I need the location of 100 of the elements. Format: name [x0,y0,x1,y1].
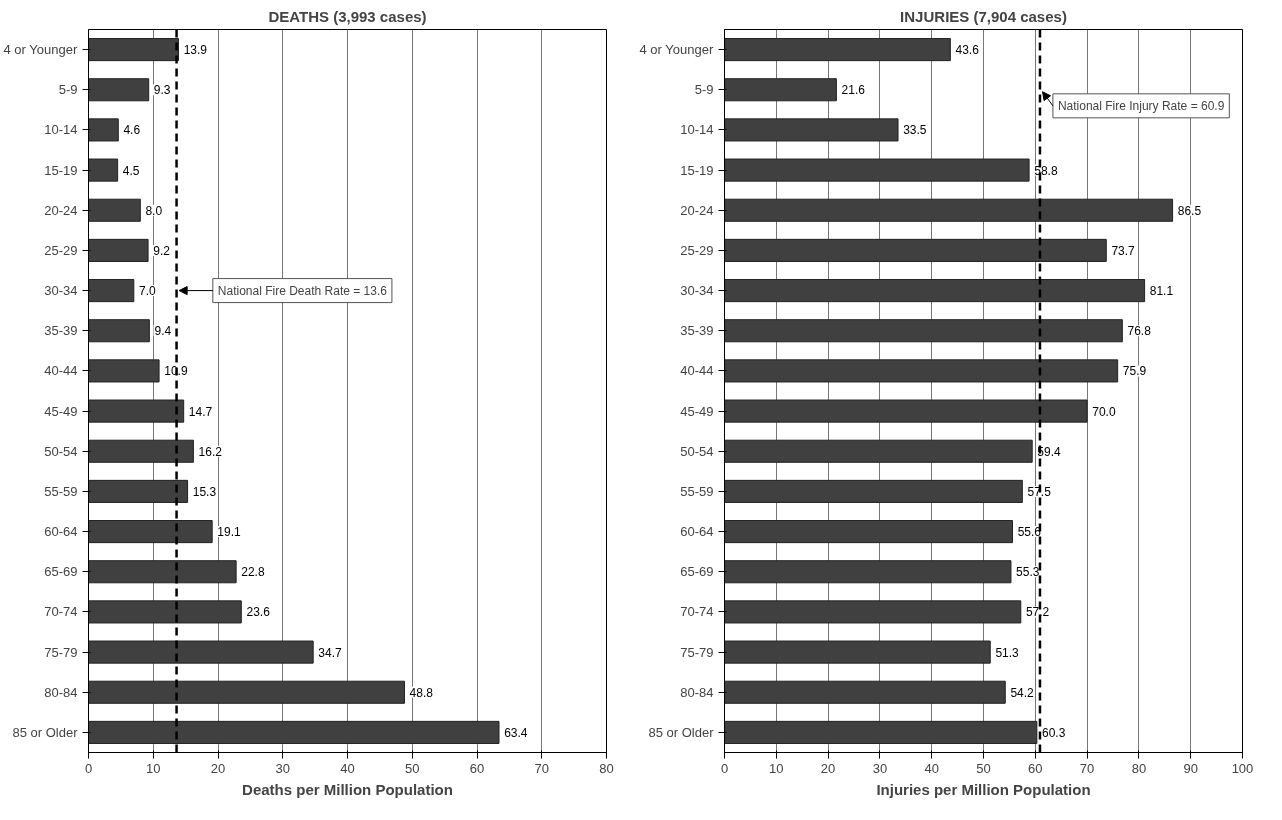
y-tick-label: 25-29 [44,242,78,258]
bar [724,279,1146,303]
y-tick-label: 75-79 [44,644,78,660]
x-tick-label: 30 [275,760,290,776]
bar [724,439,1033,463]
y-tick-label: 15-19 [44,162,78,178]
y-tick-label: 50-54 [680,443,714,459]
data-label: 73.7 [1111,243,1136,258]
y-tick-label: 65-69 [680,564,714,580]
x-tick-label: 90 [1183,760,1198,776]
y-tick-label: 30-34 [44,283,78,299]
y-tick-label: 55-59 [680,483,714,499]
data-label: 55.6 [1017,525,1042,540]
y-tick-label: 70-74 [44,604,78,620]
data-label: 15.3 [192,484,217,499]
y-tick-label: 80-84 [680,684,714,700]
data-label: 75.9 [1122,364,1147,379]
x-tick-label: 100 [1231,760,1254,776]
data-label: 9.4 [154,324,172,339]
data-label: 76.8 [1127,324,1152,339]
x-tick-label: 60 [469,760,485,776]
x-tick-label: 80 [1131,760,1147,776]
y-tick-label: 50-54 [44,443,78,459]
data-label: 13.9 [183,43,208,58]
y-tick-label: 45-49 [44,403,78,419]
data-label: 4.6 [123,123,141,138]
data-label: 86.5 [1177,203,1202,218]
bar [88,600,242,624]
data-label: 70.0 [1092,404,1116,419]
y-tick-label: 5-9 [694,82,714,98]
bar [88,640,314,664]
data-label: 55.3 [1016,565,1040,580]
bar [724,520,1014,544]
x-tick-label: 0 [84,760,93,776]
data-label: 23.6 [246,605,271,620]
bar [724,198,1174,222]
y-tick-label: 15-19 [680,162,714,178]
bar [88,520,213,544]
data-label: 22.8 [241,565,265,580]
y-tick-label: 30-34 [680,283,714,299]
x-axis-title: Injuries per Million Population [876,780,1091,798]
bar [88,78,150,102]
y-tick-label: 65-69 [44,564,78,580]
data-label: 81.1 [1149,284,1174,299]
y-tick-label: 20-24 [680,202,714,218]
bar [88,359,160,383]
y-tick-label: 75-79 [680,644,714,660]
bar [88,399,185,423]
data-label: 57.2 [1025,605,1050,620]
bar [724,38,951,62]
data-label: 60.3 [1042,725,1066,740]
bar [88,38,179,62]
x-tick-label: 80 [599,760,614,776]
x-tick-label: 50 [405,760,420,776]
y-tick-label: 35-39 [44,323,78,339]
y-tick-label: 70-74 [680,604,714,620]
bar [88,720,500,744]
data-label: 9.3 [153,83,171,98]
data-label: 21.6 [841,83,866,98]
x-axis-title: Deaths per Million Population [242,780,453,798]
data-label: 57.5 [1027,484,1052,499]
y-tick-label: 45-49 [680,403,714,419]
x-tick-label: 50 [976,760,991,776]
data-label: 7.0 [138,284,156,299]
y-tick-label: 20-24 [44,202,78,218]
chart-title: INJURIES (7,904 cases) [900,7,1067,25]
bar [88,319,150,343]
bar [88,118,119,142]
bar [724,560,1012,584]
data-label: 43.6 [955,43,980,58]
y-tick-label: 85 or Older [12,724,79,740]
x-tick-label: 30 [872,760,888,776]
bar [724,399,1088,423]
bar [88,680,405,704]
y-tick-label: 60-64 [680,524,714,540]
bar [724,359,1119,383]
x-tick-label: 20 [210,760,226,776]
x-tick-label: 70 [534,760,549,776]
data-label: 54.2 [1010,685,1035,700]
y-tick-label: 4 or Younger [639,42,714,58]
bar [88,198,141,222]
y-tick-label: 80-84 [44,684,78,700]
x-tick-label: 10 [146,760,161,776]
data-label: 33.5 [903,123,927,138]
bar [88,158,119,182]
y-tick-label: 35-39 [680,323,714,339]
data-label: 8.0 [145,203,163,218]
bar [724,78,837,102]
y-tick-label: 60-64 [44,524,78,540]
y-tick-label: 85 or Older [648,724,715,740]
bar [724,118,899,142]
bar [88,279,135,303]
data-label: 16.2 [198,444,223,459]
bar [724,319,1123,343]
x-tick-label: 10 [769,760,784,776]
y-tick-label: 5-9 [58,82,78,98]
bar [724,158,1030,182]
x-tick-label: 60 [1028,760,1043,776]
chart-title: DEATHS (3,993 cases) [268,7,427,25]
x-tick-label: 0 [720,760,729,776]
